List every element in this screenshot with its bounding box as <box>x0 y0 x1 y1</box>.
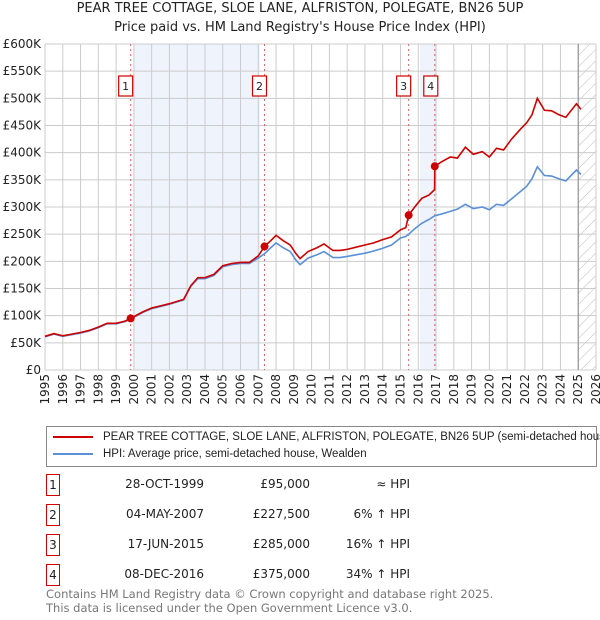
legend-label-property: PEAR TREE COTTAGE, SLOE LANE, ALFRISTON,… <box>103 431 600 443</box>
y-tick-label: £500K <box>3 91 43 105</box>
x-tick-label: 2003 <box>180 374 194 405</box>
x-tick-label: 2012 <box>340 374 354 405</box>
chart-title: PEAR TREE COTTAGE, SLOE LANE, ALFRISTON,… <box>76 1 524 16</box>
footer-licence: This data is licensed under the Open Gov… <box>46 601 413 615</box>
x-tick-label: 2022 <box>518 374 532 405</box>
transaction-row: 1 28-OCT-1999 £95,000 ≈ HPI <box>46 474 410 496</box>
x-tick-label: 2001 <box>145 374 159 405</box>
transaction-date: 04-MAY-2007 <box>125 507 204 521</box>
x-tick-label: 2014 <box>376 374 390 405</box>
x-tick-label: 1996 <box>56 374 70 405</box>
x-tick-label: 1999 <box>109 374 123 405</box>
y-tick-label: £200K <box>3 254 43 268</box>
y-tick-label: £250K <box>3 227 43 241</box>
transaction-number: 3 <box>46 534 60 556</box>
x-tick-label: 2016 <box>411 374 425 405</box>
x-tick-label: 2026 <box>589 374 600 405</box>
legend-item-property: PEAR TREE COTTAGE, SLOE LANE, ALFRISTON,… <box>53 430 600 444</box>
x-tick-label: 2005 <box>216 374 230 405</box>
transaction-hpi-comparison: ≈ HPI <box>376 477 410 491</box>
x-tick-label: 2017 <box>429 374 443 405</box>
legend-item-hpi: HPI: Average price, semi-detached house,… <box>53 447 596 461</box>
x-tick-label: 2007 <box>251 374 265 405</box>
legend-swatch-property <box>53 436 93 438</box>
y-tick-label: £450K <box>3 119 43 133</box>
y-tick-label: £150K <box>3 282 43 296</box>
legend: PEAR TREE COTTAGE, SLOE LANE, ALFRISTON,… <box>46 426 600 467</box>
transaction-number: 2 <box>46 504 60 526</box>
transaction-date: 28-OCT-1999 <box>125 477 204 491</box>
y-tick-label: £550K <box>3 64 43 78</box>
sale-label-box <box>118 75 134 97</box>
sale-label-box <box>396 75 412 97</box>
x-tick-label: 2024 <box>553 374 567 405</box>
sale-label-4: 4 <box>427 80 434 93</box>
x-tick-label: 2009 <box>287 374 301 405</box>
sale-label-1: 1 <box>122 80 129 93</box>
transaction-price: £95,000 <box>260 477 310 491</box>
footer-copyright: Contains HM Land Registry data © Crown c… <box>46 587 494 601</box>
x-tick-label: 2008 <box>269 374 283 405</box>
transaction-hpi-comparison: 34% ↑ HPI <box>345 567 410 581</box>
property-line <box>44 96 582 338</box>
x-tick-label: 2015 <box>393 374 407 405</box>
transaction-hpi-comparison: 16% ↑ HPI <box>345 537 410 551</box>
x-tick-label: 2018 <box>447 374 461 405</box>
legend-label-hpi: HPI: Average price, semi-detached house,… <box>103 448 367 460</box>
transaction-price: £285,000 <box>252 537 310 551</box>
sale-label-box <box>251 75 268 97</box>
transaction-row: 3 17-JUN-2015 £285,000 16% ↑ HPI <box>46 534 410 556</box>
x-tick-label: 2019 <box>465 374 479 405</box>
hpi-line <box>44 165 582 338</box>
y-tick-label: £0 <box>26 363 41 377</box>
x-tick-label: 2006 <box>234 374 248 405</box>
transaction-number: 4 <box>46 564 60 586</box>
x-tick-label: 2013 <box>358 374 372 405</box>
legend-swatch-hpi <box>53 453 93 455</box>
sale-point-1 <box>126 314 135 323</box>
x-tick-label: 2025 <box>571 374 585 405</box>
transaction-row: 4 08-DEC-2016 £375,000 34% ↑ HPI <box>46 564 410 586</box>
y-tick-label: £350K <box>3 173 43 187</box>
transaction-hpi-comparison: 6% ↑ HPI <box>353 507 410 521</box>
x-tick-label: 1995 <box>38 374 52 405</box>
sale-point-2 <box>260 242 269 251</box>
y-tick-label: £300K <box>3 200 43 214</box>
x-tick-label: 2010 <box>305 374 319 405</box>
line-chart: 1995 1996 1997 1998 1999 2000 2001 2002 2003 2004… <box>3 37 600 405</box>
y-tick-label: £100K <box>3 309 43 323</box>
x-tick-label: 2000 <box>127 374 141 405</box>
transaction-price: £227,500 <box>252 507 310 521</box>
y-tick-label: £400K <box>3 146 43 160</box>
x-tick-label: 2023 <box>536 374 550 405</box>
sale-label-2: 2 <box>256 80 263 93</box>
chart-subtitle: Price paid vs. HM Land Registry's House … <box>114 20 486 35</box>
x-tick-label: 2021 <box>500 374 514 405</box>
transaction-price: £375,000 <box>252 567 310 581</box>
transaction-date: 08-DEC-2016 <box>124 567 204 581</box>
transaction-row: 2 04-MAY-2007 £227,500 6% ↑ HPI <box>46 504 410 526</box>
x-tick-label: 2002 <box>162 374 176 405</box>
transaction-date: 17-JUN-2015 <box>127 537 204 551</box>
sale-label-3: 3 <box>400 80 407 93</box>
sale-point-3 <box>404 211 413 220</box>
x-tick-label: 2011 <box>322 374 336 405</box>
x-tick-label: 1997 <box>74 374 88 405</box>
x-tick-label: 2020 <box>482 374 496 405</box>
sale-label-box <box>423 75 439 97</box>
x-tick-label: 1998 <box>91 374 105 405</box>
y-tick-label: £600K <box>3 37 43 51</box>
transaction-number: 1 <box>46 474 60 496</box>
x-tick-label: 2004 <box>198 374 212 405</box>
y-tick-label: £50K <box>10 336 42 350</box>
sale-point-4 <box>430 162 439 171</box>
